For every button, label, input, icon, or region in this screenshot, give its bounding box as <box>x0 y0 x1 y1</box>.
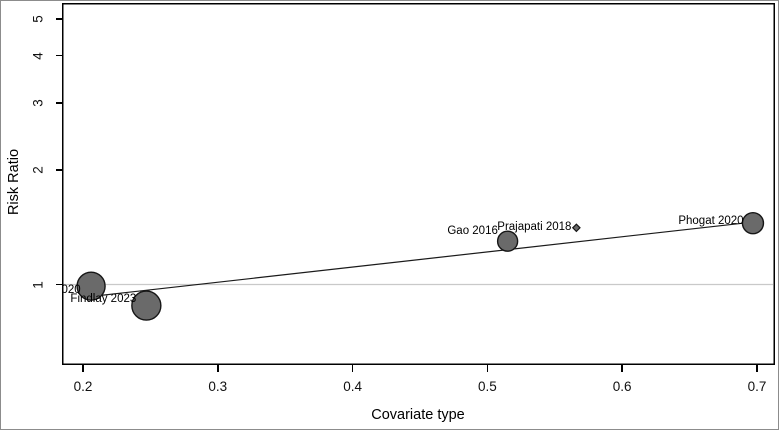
regression-line <box>91 221 754 298</box>
x-tick-mark <box>486 365 489 372</box>
y-tick-label: 3 <box>30 99 46 107</box>
study-label: Gao 2016 <box>447 225 498 238</box>
x-tick-mark <box>217 365 219 372</box>
y-tick-label: 2 <box>30 166 46 174</box>
x-tick-label: 0.2 <box>73 379 93 394</box>
study-label: Findlay 2023 <box>70 293 137 306</box>
study-marker-diamond <box>571 223 581 233</box>
y-tick-mark <box>55 102 62 104</box>
study-bubble <box>76 271 106 301</box>
y-tick-mark <box>55 283 62 286</box>
study-label: 020 <box>61 284 81 297</box>
x-tick-mark <box>351 365 354 372</box>
x-tick-mark <box>756 365 758 372</box>
y-axis-title: Risk Ratio <box>6 148 22 216</box>
y-tick-label: 4 <box>30 51 46 60</box>
study-bubble <box>496 230 519 252</box>
plot-box-border <box>62 3 775 365</box>
y-tick-mark <box>55 54 62 57</box>
study-label: Prajapati 2018 <box>497 220 572 233</box>
study-label: Phogat 2020 <box>678 215 744 228</box>
study-bubble <box>131 290 162 321</box>
x-tick-label: 0.3 <box>208 379 228 394</box>
x-tick-mark <box>82 365 84 372</box>
study-bubble <box>741 211 765 235</box>
x-tick-label: 0.5 <box>478 379 497 394</box>
y-tick-mark <box>55 169 62 171</box>
y-tick-label: 5 <box>30 15 46 23</box>
x-tick-label: 0.7 <box>747 379 767 394</box>
x-axis-title: Covariate type <box>371 407 465 423</box>
y-tick-label: 1 <box>30 280 46 289</box>
plot-area <box>62 3 775 365</box>
x-tick-mark <box>621 365 623 372</box>
y-tick-mark <box>55 18 62 20</box>
x-tick-label: 0.6 <box>612 379 632 394</box>
x-tick-label: 0.4 <box>343 379 362 394</box>
